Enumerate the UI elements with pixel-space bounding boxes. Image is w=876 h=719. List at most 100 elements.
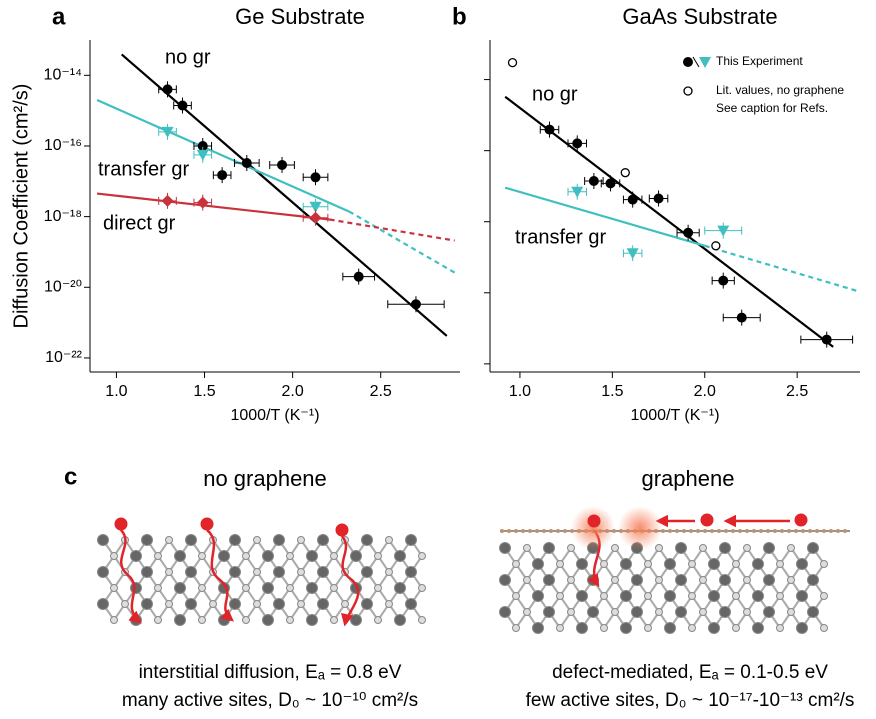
atom bbox=[499, 606, 511, 618]
atom bbox=[699, 576, 707, 584]
atom bbox=[141, 566, 153, 578]
marker bbox=[161, 194, 174, 207]
atom bbox=[820, 592, 828, 600]
atom bbox=[752, 590, 764, 602]
atom bbox=[796, 558, 808, 570]
atom bbox=[110, 584, 118, 592]
graphene-atom bbox=[542, 529, 546, 533]
graphene-atom bbox=[528, 529, 532, 533]
atom bbox=[644, 592, 652, 600]
x-tick-label: 2.0 bbox=[281, 383, 303, 400]
atom bbox=[165, 568, 173, 576]
atom bbox=[97, 534, 109, 546]
atom bbox=[405, 534, 417, 546]
marker bbox=[627, 194, 638, 205]
atom bbox=[273, 598, 285, 610]
atom bbox=[611, 576, 619, 584]
atom bbox=[374, 616, 382, 624]
atom bbox=[567, 544, 575, 552]
y-tick-label: 10⁻¹⁶ bbox=[44, 137, 82, 154]
atom bbox=[655, 576, 663, 584]
atom bbox=[385, 568, 393, 576]
atom bbox=[796, 622, 808, 634]
atom bbox=[361, 598, 373, 610]
atom bbox=[611, 544, 619, 552]
marker bbox=[196, 196, 209, 209]
marker bbox=[161, 126, 174, 138]
atom bbox=[97, 598, 109, 610]
graphene-atom bbox=[773, 529, 777, 533]
atom bbox=[523, 576, 531, 584]
atom bbox=[600, 592, 608, 600]
atom bbox=[185, 534, 197, 546]
legend-label: Lit. values, no graphene bbox=[716, 83, 844, 97]
atom bbox=[154, 584, 162, 592]
x-tick-label: 1.5 bbox=[193, 383, 215, 400]
atom bbox=[688, 560, 696, 568]
caption-line: many active sites, D₀ ~ 10⁻¹⁰ cm²/s bbox=[122, 690, 418, 711]
atom bbox=[229, 598, 241, 610]
atom bbox=[556, 624, 564, 632]
graphene-atom bbox=[563, 529, 567, 533]
atom bbox=[242, 584, 250, 592]
adatom bbox=[700, 513, 714, 527]
atom bbox=[688, 592, 696, 600]
atom bbox=[374, 584, 382, 592]
atom bbox=[141, 598, 153, 610]
atom bbox=[385, 600, 393, 608]
atom bbox=[174, 614, 186, 626]
graphene-atom bbox=[689, 529, 693, 533]
atom bbox=[350, 614, 362, 626]
atom bbox=[317, 534, 329, 546]
atom bbox=[600, 624, 608, 632]
atom bbox=[787, 544, 795, 552]
atom bbox=[165, 600, 173, 608]
atom bbox=[719, 542, 731, 554]
atom bbox=[141, 534, 153, 546]
adatom bbox=[587, 514, 601, 528]
atom bbox=[752, 558, 764, 570]
atom bbox=[297, 536, 305, 544]
atom bbox=[763, 606, 775, 618]
marker bbox=[717, 225, 730, 237]
marker bbox=[683, 57, 693, 67]
atom bbox=[644, 624, 652, 632]
fit-line bbox=[348, 210, 456, 274]
atom bbox=[576, 558, 588, 570]
atom bbox=[512, 592, 520, 600]
atom bbox=[620, 558, 632, 570]
atom bbox=[253, 568, 261, 576]
atom bbox=[242, 616, 250, 624]
atom bbox=[253, 600, 261, 608]
atom bbox=[330, 552, 338, 560]
atom bbox=[499, 574, 511, 586]
atom bbox=[587, 606, 599, 618]
atom bbox=[418, 552, 426, 560]
adatom bbox=[114, 517, 128, 531]
atom bbox=[209, 600, 217, 608]
atom bbox=[317, 598, 329, 610]
atom bbox=[688, 624, 696, 632]
chart-title: GaAs Substrate bbox=[622, 4, 777, 29]
atom bbox=[330, 616, 338, 624]
marker bbox=[410, 299, 421, 310]
fit-line bbox=[96, 99, 350, 213]
atom bbox=[394, 582, 406, 594]
atom bbox=[394, 614, 406, 626]
atom bbox=[185, 566, 197, 578]
atom bbox=[297, 600, 305, 608]
atom bbox=[523, 544, 531, 552]
atom bbox=[567, 576, 575, 584]
adatom bbox=[794, 513, 808, 527]
atom bbox=[655, 544, 663, 552]
graphene-atom bbox=[675, 529, 679, 533]
atom bbox=[532, 558, 544, 570]
atom bbox=[664, 590, 676, 602]
atom bbox=[154, 616, 162, 624]
atom bbox=[97, 566, 109, 578]
marker bbox=[217, 170, 228, 181]
panel-label: b bbox=[452, 3, 467, 30]
atom bbox=[306, 614, 318, 626]
atom bbox=[752, 622, 764, 634]
